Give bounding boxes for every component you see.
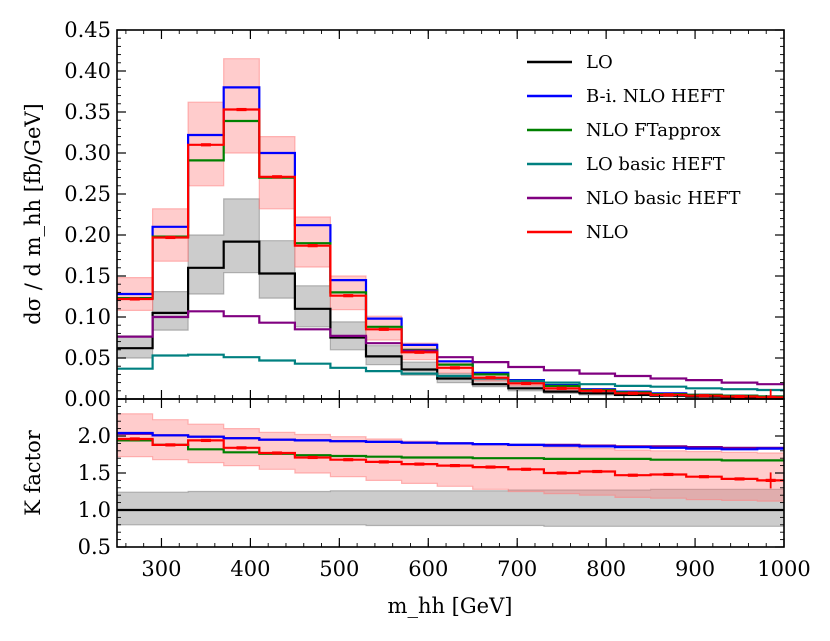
- x-tick-label: 300: [141, 557, 181, 581]
- legend-label-b-i-nlo-heft: B-i. NLO HEFT: [586, 86, 724, 107]
- x-tick-label: 400: [230, 557, 270, 581]
- main-y-tick-label: 0.00: [64, 387, 111, 411]
- main-line-lo-basic-heft: [117, 353, 784, 392]
- ratio-series-lines: [117, 431, 784, 512]
- main-y-tick-label: 0.45: [64, 18, 111, 42]
- main-y-tick-label: 0.15: [64, 264, 111, 288]
- ratio-band-lo-scale-uncertainty: [117, 488, 784, 527]
- legend-label-lo: LO: [586, 52, 613, 73]
- ratio-line-b-i-nlo-heft: [117, 431, 784, 451]
- ratio-error-bars: [129, 437, 776, 489]
- ratio-y-axis-label: K factor: [21, 429, 45, 515]
- ratio-axes: 0.5 1.0 1.5 2.0 300 400 500 600 700 800 900 1000: [78, 398, 811, 581]
- x-axis-label: m_hh [GeV]: [388, 594, 513, 618]
- main-y-tick-label: 0.35: [64, 100, 111, 124]
- x-tick-label: 900: [675, 557, 715, 581]
- main-y-tick-label: 0.05: [64, 346, 111, 370]
- main-axes: 0.00 0.05 0.10 0.15 0.20 0.25 0.30 0.35 0.40 0.45: [64, 18, 785, 411]
- x-tick-label: 700: [497, 557, 537, 581]
- main-error-bars: [129, 107, 776, 399]
- main-y-axis-label: dσ / d m_hh [fb/GeV]: [21, 103, 45, 325]
- main-y-tick-label: 0.40: [64, 59, 111, 83]
- main-panel: 0.00 0.05 0.10 0.15 0.20 0.25 0.30 0.35 0.40 0.45…: [21, 18, 785, 411]
- x-tick-label: 500: [319, 557, 359, 581]
- ratio-y-tick-label: 0.5: [78, 535, 111, 559]
- main-line-nlo-basic-heft: [117, 310, 784, 386]
- ratio-y-tick-label: 1.0: [78, 498, 111, 522]
- x-tick-label: 800: [586, 557, 626, 581]
- legend: LO B-i. NLO HEFT NLO FTapprox LO basic HEFT…: [527, 52, 741, 243]
- legend-label-lo-basic-heft: LO basic HEFT: [586, 154, 725, 175]
- main-y-tick-label: 0.30: [64, 141, 111, 165]
- ratio-y-tick-label: 2.0: [78, 424, 111, 448]
- main-uncertainty-bands: [117, 58, 784, 399]
- legend-label-nlo-ftapprox: NLO FTapprox: [586, 120, 721, 141]
- ratio-y-tick-label: 1.5: [78, 461, 111, 485]
- main-y-tick-label: 0.10: [64, 305, 111, 329]
- x-tick-label: 600: [408, 557, 448, 581]
- main-y-tick-label: 0.25: [64, 182, 111, 206]
- ratio-line-nlo-ftapprox: [117, 439, 784, 462]
- x-tick-label: 1000: [757, 557, 810, 581]
- ratio-panel: 0.5 1.0 1.5 2.0 300 400 500 600 700 800 900 1000 K …: [21, 398, 811, 618]
- legend-label-nlo: NLO: [586, 222, 628, 243]
- main-y-tick-label: 0.20: [64, 223, 111, 247]
- main-band-nlo-scale-uncertainty: [117, 58, 784, 398]
- legend-label-nlo-basic-heft: NLO basic HEFT: [586, 188, 741, 209]
